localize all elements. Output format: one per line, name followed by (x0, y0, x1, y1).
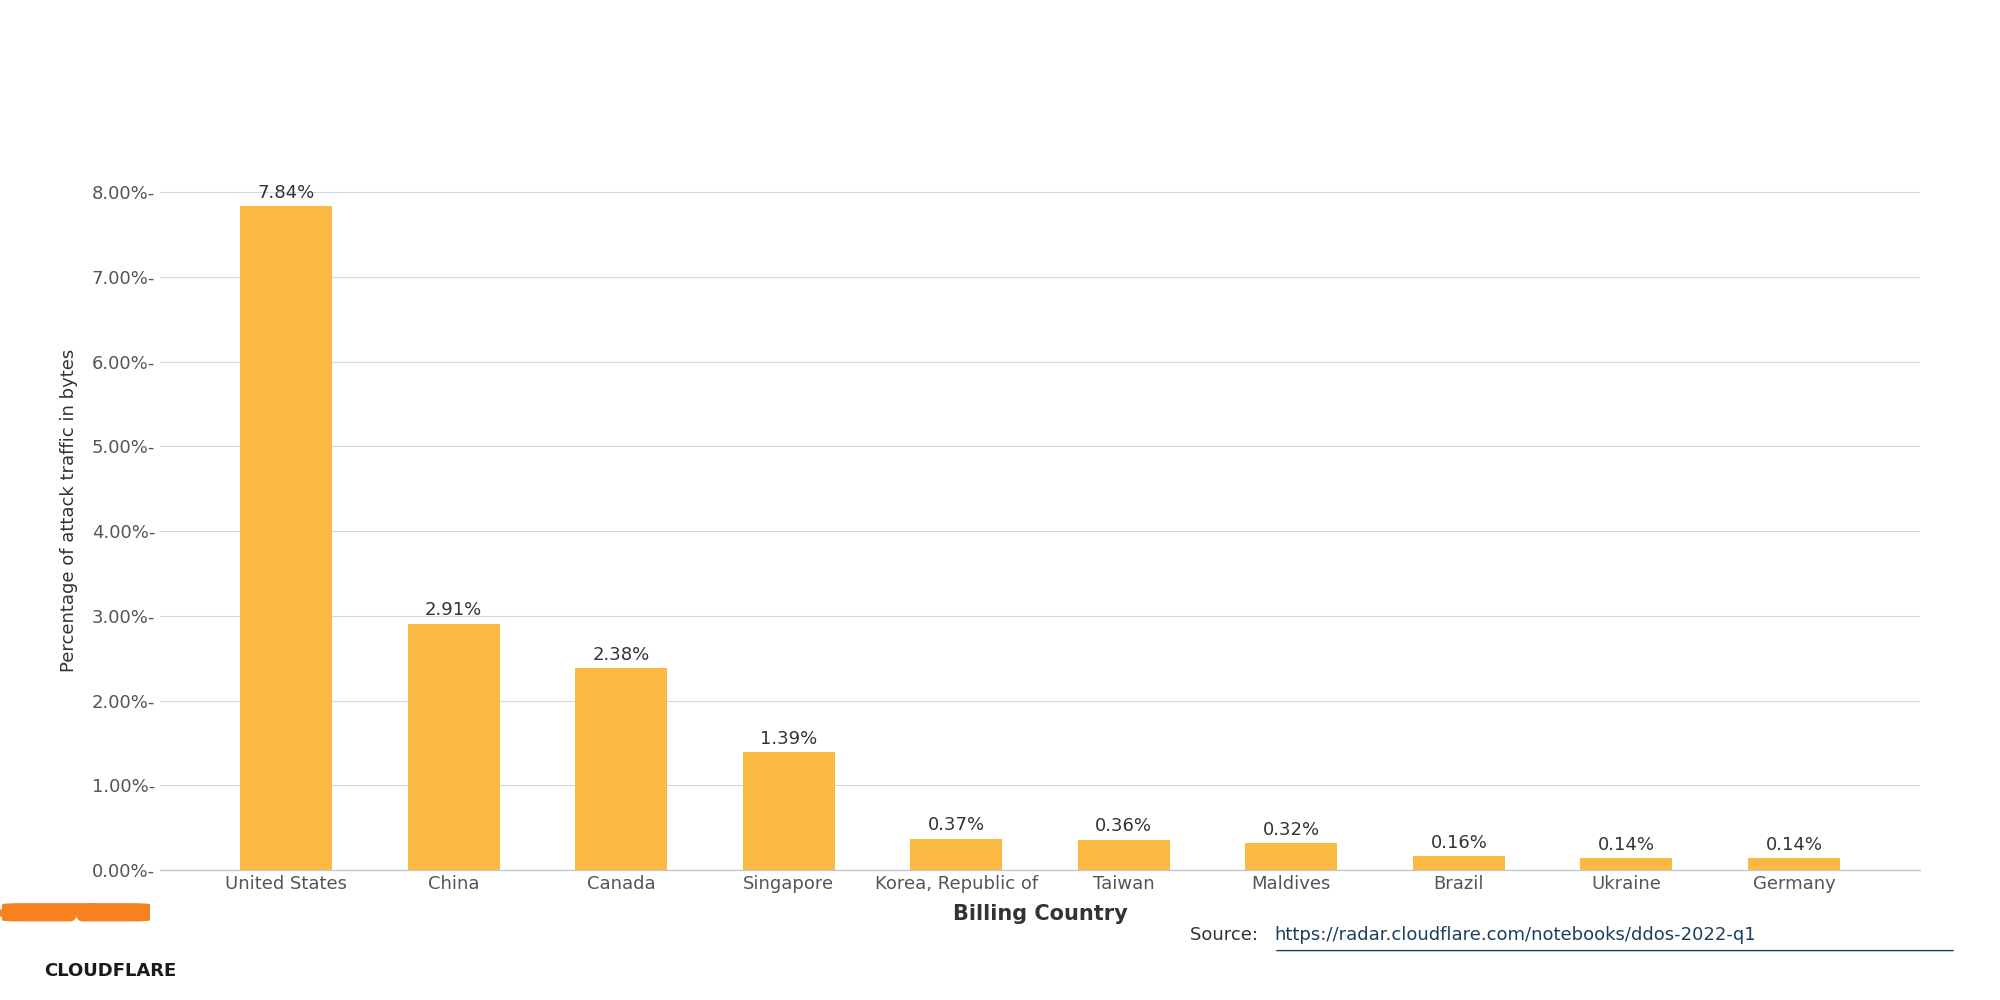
Text: Network-Layer DDoS Attacks - Distribution of bytes by target country: Network-Layer DDoS Attacks - Distributio… (50, 64, 1472, 98)
Text: 0.32%: 0.32% (1262, 821, 1320, 839)
Bar (240, 206, 332, 870)
Text: Source:: Source: (1190, 926, 1264, 944)
Bar (1580, 858, 1672, 870)
Text: ✦: ✦ (70, 914, 82, 930)
Bar (408, 624, 500, 870)
Text: CLOUDFLARE: CLOUDFLARE (44, 962, 176, 980)
Text: 1.39%: 1.39% (760, 730, 818, 748)
Bar (910, 839, 1002, 870)
Ellipse shape (26, 904, 68, 917)
Bar (1748, 858, 1840, 870)
Bar (1412, 856, 1504, 870)
Text: 2.38%: 2.38% (592, 646, 650, 664)
Ellipse shape (0, 908, 28, 918)
Y-axis label: Percentage of attack traffic in bytes: Percentage of attack traffic in bytes (60, 348, 78, 672)
Text: https://radar.cloudflare.com/notebooks/ddos-2022-q1: https://radar.cloudflare.com/notebooks/d… (1274, 926, 1756, 944)
FancyBboxPatch shape (2, 903, 150, 921)
Ellipse shape (76, 903, 112, 914)
Text: 2.91%: 2.91% (424, 601, 482, 619)
Text: 0.36%: 0.36% (1096, 817, 1152, 835)
Text: 0.16%: 0.16% (1430, 834, 1488, 852)
Text: 0.37%: 0.37% (928, 816, 984, 834)
X-axis label: Billing Country: Billing Country (952, 904, 1128, 924)
Text: 0.14%: 0.14% (1598, 836, 1654, 854)
Text: 0.14%: 0.14% (1766, 836, 1822, 854)
Bar (576, 668, 668, 870)
Bar (742, 752, 834, 870)
Bar (1078, 840, 1170, 870)
Bar (1246, 843, 1338, 870)
Text: 7.84%: 7.84% (258, 184, 314, 202)
